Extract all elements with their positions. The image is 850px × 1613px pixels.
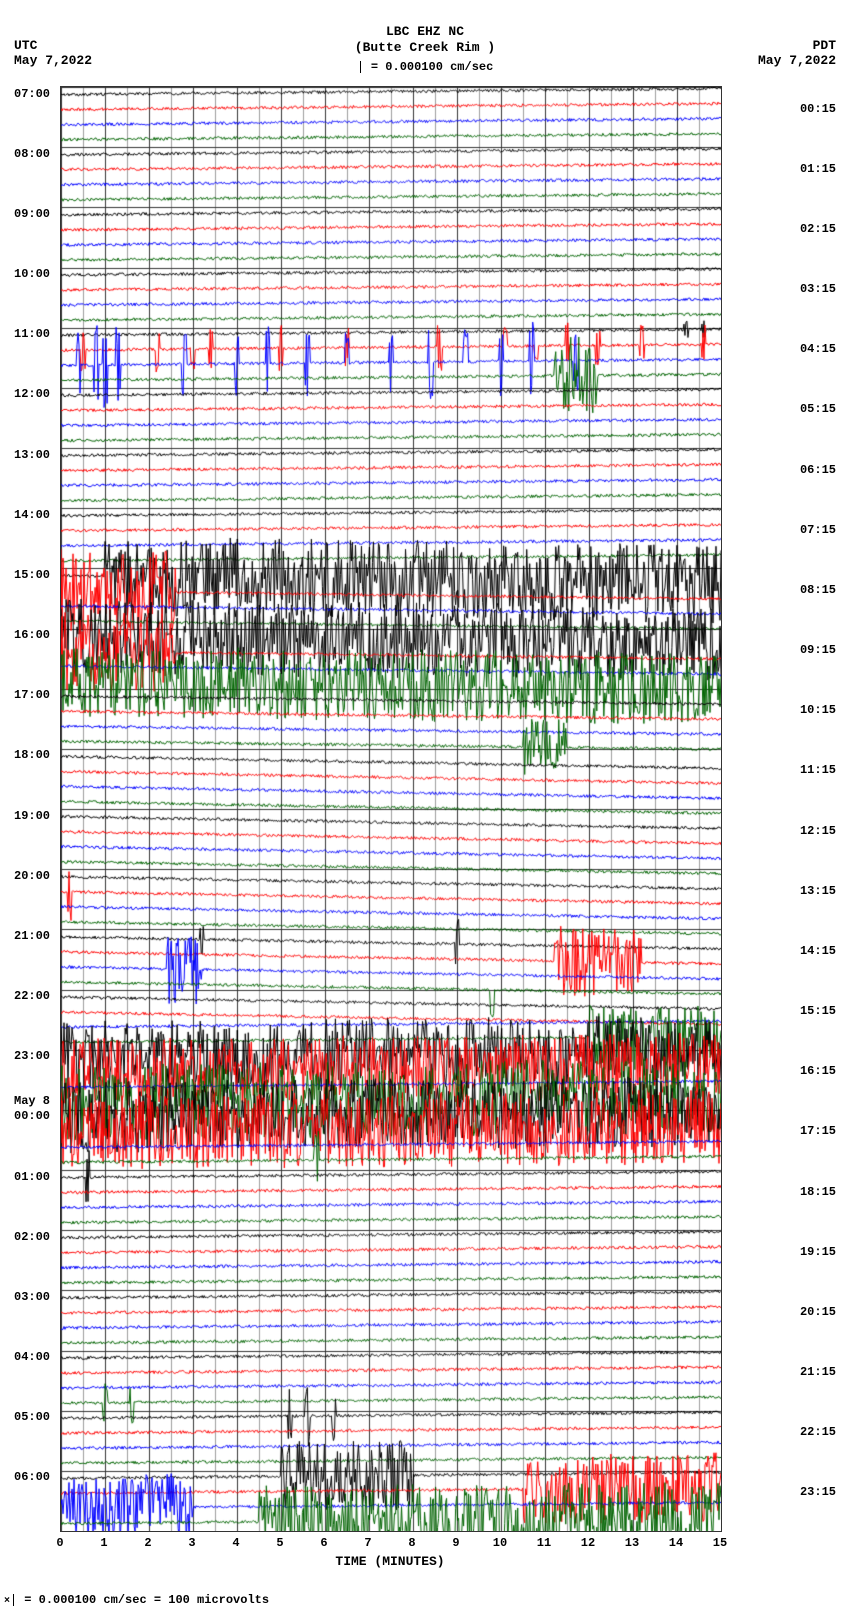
x-tick-label: 14 [669, 1536, 683, 1550]
pdt-label: 13:15 [800, 884, 836, 898]
header-scale: = 0.000100 cm/sec [0, 60, 850, 74]
pdt-label: 07:15 [800, 523, 836, 537]
seismogram-container: UTC May 7,2022 PDT May 7,2022 LBC EHZ NC… [0, 0, 850, 1613]
utc-label: 08:00 [14, 147, 50, 161]
x-tick-label: 9 [452, 1536, 459, 1550]
x-axis-title: TIME (MINUTES) [60, 1554, 720, 1569]
utc-label: 18:00 [14, 748, 50, 762]
date-marker: May 8 [14, 1094, 50, 1108]
x-tick-label: 10 [493, 1536, 507, 1550]
pdt-label: 21:15 [800, 1365, 836, 1379]
pdt-label: 18:15 [800, 1185, 836, 1199]
utc-label: 19:00 [14, 809, 50, 823]
scale-bar-icon [360, 61, 361, 73]
station-location: (Butte Creek Rim ) [0, 40, 850, 55]
pdt-label: 08:15 [800, 583, 836, 597]
x-tick-label: 5 [276, 1536, 283, 1550]
scale-bar-icon [13, 1594, 14, 1606]
pdt-label: 00:15 [800, 102, 836, 116]
station-code: LBC EHZ NC [0, 24, 850, 39]
utc-label: 22:00 [14, 989, 50, 1003]
x-tick-label: 13 [625, 1536, 639, 1550]
pdt-label: 04:15 [800, 342, 836, 356]
x-tick-label: 2 [144, 1536, 151, 1550]
x-tick-label: 4 [232, 1536, 239, 1550]
x-tick-label: 11 [537, 1536, 551, 1550]
x-tick-label: 0 [56, 1536, 63, 1550]
pdt-label: 22:15 [800, 1425, 836, 1439]
pdt-label: 19:15 [800, 1245, 836, 1259]
utc-label: 09:00 [14, 207, 50, 221]
footer-scale: × = 0.000100 cm/sec = 100 microvolts [4, 1593, 269, 1607]
utc-label: 21:00 [14, 929, 50, 943]
seismogram-plot [60, 86, 722, 1532]
x-tick-label: 12 [581, 1536, 595, 1550]
pdt-label: 12:15 [800, 824, 836, 838]
pdt-label: 10:15 [800, 703, 836, 717]
x-tick-label: 1 [100, 1536, 107, 1550]
utc-label: 13:00 [14, 448, 50, 462]
utc-label: 03:00 [14, 1290, 50, 1304]
utc-label: 11:00 [14, 327, 50, 341]
footer-text: = 0.000100 cm/sec = 100 microvolts [24, 1593, 269, 1607]
pdt-label: 16:15 [800, 1064, 836, 1078]
x-tick-label: 15 [713, 1536, 727, 1550]
x-tick-label: 6 [320, 1536, 327, 1550]
utc-label: 20:00 [14, 869, 50, 883]
pdt-label: 02:15 [800, 222, 836, 236]
utc-label: 14:00 [14, 508, 50, 522]
utc-label: 17:00 [14, 688, 50, 702]
pdt-label: 20:15 [800, 1305, 836, 1319]
pdt-label: 01:15 [800, 162, 836, 176]
pdt-label: 15:15 [800, 1004, 836, 1018]
x-tick-label: 8 [408, 1536, 415, 1550]
utc-label: 23:00 [14, 1049, 50, 1063]
utc-label: 10:00 [14, 267, 50, 281]
utc-label: 02:00 [14, 1230, 50, 1244]
utc-label: 07:00 [14, 87, 50, 101]
pdt-label: 11:15 [800, 763, 836, 777]
pdt-label: 09:15 [800, 643, 836, 657]
pdt-label: 06:15 [800, 463, 836, 477]
utc-label: 00:00 [14, 1109, 50, 1123]
trace-canvas [61, 87, 721, 1531]
x-tick-label: 7 [364, 1536, 371, 1550]
utc-label: 12:00 [14, 387, 50, 401]
pdt-label: 03:15 [800, 282, 836, 296]
utc-label: 05:00 [14, 1410, 50, 1424]
header: UTC May 7,2022 PDT May 7,2022 LBC EHZ NC… [0, 0, 850, 86]
scale-text: = 0.000100 cm/sec [371, 60, 493, 74]
utc-label: 01:00 [14, 1170, 50, 1184]
x-tick-label: 3 [188, 1536, 195, 1550]
pdt-label: 05:15 [800, 402, 836, 416]
pdt-label: 14:15 [800, 944, 836, 958]
pdt-label: 17:15 [800, 1124, 836, 1138]
utc-label: 16:00 [14, 628, 50, 642]
utc-label: 06:00 [14, 1470, 50, 1484]
utc-label: 04:00 [14, 1350, 50, 1364]
utc-label: 15:00 [14, 568, 50, 582]
pdt-label: 23:15 [800, 1485, 836, 1499]
